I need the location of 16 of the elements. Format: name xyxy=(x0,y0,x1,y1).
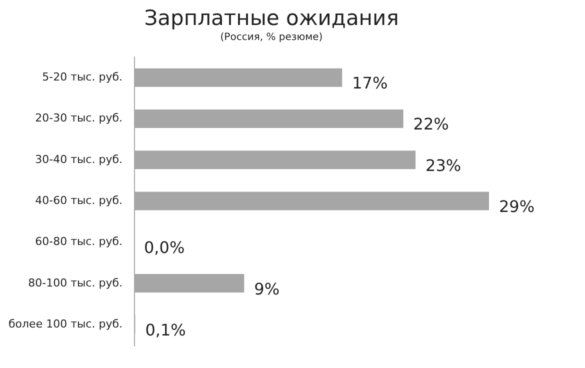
chart-title: Зарплатные ожидания xyxy=(144,6,399,30)
data-label: 23% xyxy=(426,156,462,175)
y-tick-label: 5-20 тыс. руб. xyxy=(42,70,122,84)
data-label: 0,1% xyxy=(145,320,186,340)
y-tick-label: 80-100 тыс. руб. xyxy=(28,276,122,290)
y-tick-label: 40-60 тыс. руб. xyxy=(35,194,122,207)
chart-subtitle: (Россия, % резюме) xyxy=(220,32,323,43)
data-label: 9% xyxy=(254,279,280,298)
y-tick-label: 60-80 тыс. руб. xyxy=(35,235,122,248)
y-tick-label: 30-40 тыс. руб. xyxy=(35,152,122,166)
y-tick-label: более 100 тыс. руб. xyxy=(8,317,122,330)
y-tick-label: 20-30 тыс. руб. xyxy=(35,112,122,125)
data-label: 22% xyxy=(413,114,449,134)
data-label: 17% xyxy=(352,74,388,93)
data-label: 0,0% xyxy=(144,238,185,258)
data-label: 29% xyxy=(499,197,535,216)
